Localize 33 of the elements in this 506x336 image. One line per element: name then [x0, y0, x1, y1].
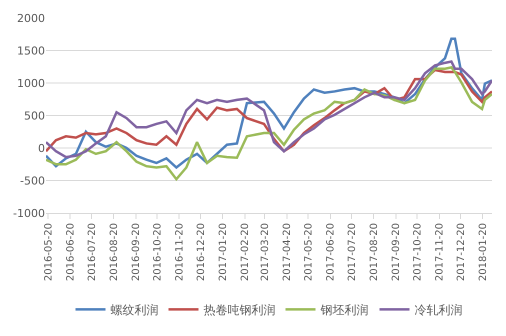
- legend-label: 热卷吨钢利润: [204, 303, 276, 318]
- x-tick-label: 2017-12-20: [456, 223, 467, 282]
- x-tick-label: 2016-11-20: [174, 223, 186, 282]
- legend-label: 冷轧利润: [414, 303, 462, 318]
- x-tick-label: 2017-05-20: [303, 223, 314, 282]
- x-tick-label: 2016-07-20: [86, 223, 98, 282]
- x-tick-label: 2017-10-20: [412, 223, 424, 282]
- x-tick-label: 2018-01-20: [478, 223, 489, 282]
- x-tick-label: 2017-03-20: [260, 223, 271, 282]
- x-tick-label: 2016-05-20: [43, 223, 54, 282]
- y-tick-label: 2000: [17, 12, 45, 25]
- x-tick-label: 2016-06-20: [65, 223, 76, 282]
- y-tick-label: -500: [20, 174, 45, 188]
- legend-label: 螺纹利润: [110, 303, 158, 318]
- x-tick-label: 2016-10-20: [152, 223, 164, 282]
- y-tick-label: 0: [38, 142, 45, 155]
- y-tick-label: 1500: [17, 44, 45, 58]
- x-tick-label: 2017-02-20: [240, 223, 252, 282]
- y-tick-label: 500: [24, 109, 45, 122]
- x-tick-label: 2017-04-20: [282, 223, 294, 282]
- y-tick-label: 1000: [17, 76, 45, 90]
- x-tick-label: 2017-11-20: [434, 223, 446, 282]
- y-tick-label: -1000: [13, 206, 45, 220]
- x-tick-label: 2016-08-20: [108, 223, 120, 282]
- x-tick-label: 2017-07-20: [346, 223, 358, 282]
- line-series: [46, 66, 492, 180]
- x-tick-label: 2017-08-20: [368, 223, 380, 282]
- x-tick-label: 2017-09-20: [391, 223, 402, 282]
- legend-label: 钢坯利润: [320, 303, 368, 318]
- x-tick-label: 2016-09-20: [131, 223, 142, 282]
- x-tick-label: 2016-12-20: [196, 223, 207, 282]
- x-tick-label: 2017-01-20: [218, 223, 229, 282]
- x-tick-label: 2017-06-20: [326, 223, 337, 282]
